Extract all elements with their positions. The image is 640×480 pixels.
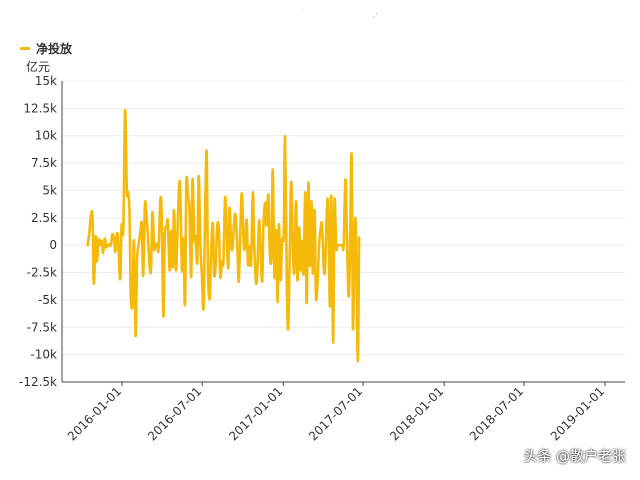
x-tick-label: 2016-01-01	[65, 384, 124, 443]
watermark: 头条 @散户老张	[523, 449, 626, 465]
legend-swatch	[20, 47, 30, 50]
speck-mark: -'	[372, 12, 378, 22]
y-tick-label: -7.5k	[27, 320, 57, 334]
y-tick-label: 7.5k	[31, 156, 57, 170]
y-tick-label: -12.5k	[19, 375, 57, 389]
speck-mark: `	[300, 10, 305, 20]
x-tick-label: 2019-01-01	[548, 384, 607, 443]
x-tick-label: 2018-01-01	[387, 384, 446, 443]
y-axis-unit-label: 亿元	[26, 60, 51, 74]
x-tick-label: 2017-01-01	[226, 384, 285, 443]
y-tick-label: -2.5k	[27, 266, 57, 280]
y-tick-label: 2.5k	[31, 211, 57, 225]
y-tick-label: 5k	[42, 183, 57, 197]
y-tick-label: 10k	[35, 129, 57, 143]
y-tick-label: 12.5k	[23, 101, 57, 115]
legend[interactable]: 净投放	[20, 40, 72, 57]
x-tick-label: 2017-07-01	[306, 384, 365, 443]
y-tick-label: -5k	[38, 293, 57, 307]
x-tick-label: 2018-07-01	[467, 384, 526, 443]
y-tick-label: 15k	[35, 74, 57, 88]
y-tick-label: -10k	[30, 348, 57, 362]
series-line-jingtoufang	[86, 109, 361, 363]
x-tick-label: 2016-07-01	[145, 384, 204, 443]
y-tick-label: 0	[49, 238, 57, 252]
legend-label: 净投放	[36, 42, 73, 56]
